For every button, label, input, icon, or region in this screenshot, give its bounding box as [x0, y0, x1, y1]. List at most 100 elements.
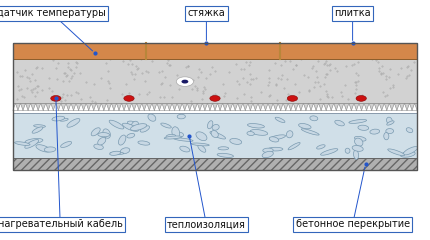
- Polygon shape: [230, 103, 235, 110]
- Ellipse shape: [140, 126, 150, 132]
- Polygon shape: [210, 103, 215, 110]
- Polygon shape: [331, 103, 336, 110]
- Ellipse shape: [403, 147, 418, 155]
- Ellipse shape: [103, 129, 111, 138]
- Ellipse shape: [120, 148, 130, 154]
- Ellipse shape: [349, 120, 367, 123]
- Ellipse shape: [345, 148, 350, 153]
- Ellipse shape: [36, 145, 50, 152]
- Polygon shape: [53, 103, 58, 110]
- Polygon shape: [372, 103, 377, 110]
- Polygon shape: [139, 103, 144, 110]
- Ellipse shape: [387, 117, 392, 124]
- Ellipse shape: [208, 121, 213, 129]
- Text: бетонное перекрытие: бетонное перекрытие: [295, 219, 410, 229]
- Polygon shape: [190, 103, 195, 110]
- Circle shape: [356, 96, 366, 101]
- Ellipse shape: [98, 132, 110, 137]
- Polygon shape: [33, 103, 38, 110]
- Polygon shape: [261, 103, 266, 110]
- Polygon shape: [296, 103, 301, 110]
- Ellipse shape: [67, 119, 80, 127]
- Polygon shape: [341, 103, 347, 110]
- Polygon shape: [114, 103, 119, 110]
- Ellipse shape: [98, 138, 106, 145]
- Polygon shape: [281, 103, 286, 110]
- Text: датчик температуры: датчик температуры: [0, 8, 106, 18]
- Polygon shape: [74, 103, 79, 110]
- Polygon shape: [124, 103, 129, 110]
- Polygon shape: [235, 103, 240, 110]
- Ellipse shape: [211, 131, 218, 138]
- Ellipse shape: [247, 132, 254, 136]
- Polygon shape: [266, 103, 270, 110]
- Polygon shape: [276, 103, 281, 110]
- Circle shape: [181, 80, 188, 84]
- Ellipse shape: [127, 121, 135, 125]
- Polygon shape: [366, 103, 372, 110]
- Polygon shape: [94, 103, 99, 110]
- Polygon shape: [48, 103, 53, 110]
- Ellipse shape: [119, 135, 126, 145]
- Polygon shape: [134, 103, 139, 110]
- Ellipse shape: [269, 137, 279, 142]
- Ellipse shape: [353, 150, 359, 159]
- Bar: [13, 103, 417, 110]
- Polygon shape: [83, 103, 89, 110]
- Ellipse shape: [60, 118, 68, 121]
- Polygon shape: [144, 103, 149, 110]
- Polygon shape: [164, 103, 169, 110]
- Polygon shape: [225, 103, 230, 110]
- Ellipse shape: [370, 129, 380, 134]
- Polygon shape: [351, 103, 356, 110]
- Polygon shape: [119, 103, 124, 110]
- Ellipse shape: [301, 129, 319, 135]
- Text: плитка: плитка: [334, 8, 371, 18]
- Ellipse shape: [388, 149, 405, 156]
- Polygon shape: [311, 103, 316, 110]
- Polygon shape: [250, 103, 255, 110]
- Polygon shape: [154, 103, 160, 110]
- Polygon shape: [321, 103, 326, 110]
- Polygon shape: [392, 103, 397, 110]
- Ellipse shape: [298, 124, 311, 129]
- Polygon shape: [43, 103, 48, 110]
- Ellipse shape: [310, 116, 318, 121]
- Ellipse shape: [288, 143, 300, 150]
- Ellipse shape: [212, 125, 219, 130]
- Ellipse shape: [34, 125, 46, 127]
- Text: нагревательный кабель: нагревательный кабель: [0, 219, 123, 229]
- Ellipse shape: [180, 146, 190, 152]
- Polygon shape: [240, 103, 245, 110]
- Ellipse shape: [352, 145, 363, 151]
- Polygon shape: [149, 103, 154, 110]
- Circle shape: [287, 96, 298, 101]
- Bar: [13, 43, 417, 59]
- Ellipse shape: [355, 138, 363, 146]
- Ellipse shape: [386, 129, 393, 134]
- Ellipse shape: [164, 136, 181, 139]
- Polygon shape: [362, 103, 366, 110]
- Polygon shape: [326, 103, 331, 110]
- Ellipse shape: [400, 151, 415, 157]
- Ellipse shape: [354, 136, 366, 141]
- Ellipse shape: [127, 133, 135, 138]
- Polygon shape: [79, 103, 83, 110]
- Polygon shape: [402, 103, 407, 110]
- Polygon shape: [104, 103, 109, 110]
- Polygon shape: [270, 103, 276, 110]
- Polygon shape: [215, 103, 220, 110]
- Circle shape: [176, 77, 194, 86]
- Polygon shape: [129, 103, 134, 110]
- Ellipse shape: [52, 116, 64, 121]
- Ellipse shape: [32, 127, 43, 133]
- Ellipse shape: [286, 131, 293, 138]
- Polygon shape: [175, 103, 180, 110]
- Polygon shape: [412, 103, 417, 110]
- Ellipse shape: [109, 120, 124, 129]
- Text: теплоизоляция: теплоизоляция: [167, 219, 246, 229]
- Polygon shape: [18, 103, 23, 110]
- Ellipse shape: [25, 139, 39, 148]
- Ellipse shape: [161, 123, 171, 128]
- Ellipse shape: [358, 125, 369, 130]
